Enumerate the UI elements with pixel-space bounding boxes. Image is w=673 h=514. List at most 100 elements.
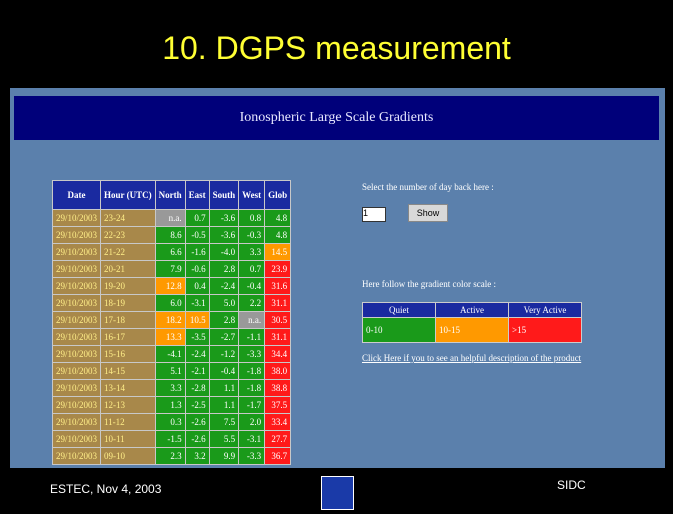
table-cell: -0.5 bbox=[184, 226, 210, 244]
table-row: 29/10/2003 15-16 -4.1 -2.4 -1.2 -3.3 34.4 bbox=[51, 345, 292, 363]
table-cell: 4.8 bbox=[264, 209, 292, 227]
table-row: 29/10/2003 11-12 0.3 -2.6 7.5 2.0 33.4 bbox=[51, 413, 292, 431]
table-cell: -2.4 bbox=[208, 277, 240, 295]
table-cell: 33.4 bbox=[264, 413, 292, 431]
table-cell: -1.7 bbox=[238, 396, 266, 414]
table-cell: -2.5 bbox=[184, 396, 210, 414]
slide-title: 10. DGPS measurement bbox=[162, 30, 511, 66]
table-cell: 11-12 bbox=[100, 413, 156, 431]
table-cell: -2.6 bbox=[184, 413, 210, 431]
table-cell: 0.7 bbox=[184, 209, 210, 227]
table-row: 29/10/2003 23-24 n.a. 0.7 -3.6 0.8 4.8 bbox=[51, 209, 292, 227]
column-header: West bbox=[238, 180, 266, 210]
data-table: Date Hour (UTC) North East South West Glob 29/1… bbox=[51, 180, 292, 465]
table-cell: 18-19 bbox=[100, 294, 156, 312]
table-cell: 38.0 bbox=[264, 362, 292, 380]
table-row: 29/10/2003 13-14 3.3 -2.8 1.1 -1.8 38.8 bbox=[51, 379, 292, 397]
table-cell: 29/10/2003 bbox=[51, 396, 102, 414]
table-cell: 22-23 bbox=[100, 226, 156, 244]
scale-cell: 0-10 bbox=[362, 317, 436, 343]
table-cell: 38.8 bbox=[264, 379, 292, 397]
screenshot: Ionospheric Large Scale Gradients Date Ho… bbox=[10, 88, 665, 468]
table-cell: -2.1 bbox=[184, 362, 210, 380]
table-cell: 6.0 bbox=[154, 294, 186, 312]
table-row: 29/10/2003 22-23 8.6 -0.5 -3.6 -0.3 4.8 bbox=[51, 226, 292, 244]
column-header: Glob bbox=[264, 180, 292, 210]
table-cell: 29/10/2003 bbox=[51, 226, 102, 244]
table-cell: 29/10/2003 bbox=[51, 345, 102, 363]
table-cell: -3.1 bbox=[184, 294, 210, 312]
table-cell: -2.8 bbox=[184, 379, 210, 397]
table-cell: -4.0 bbox=[208, 243, 240, 261]
table-row: 29/10/2003 09-10 2.3 3.2 9.9 -3.3 36.7 bbox=[51, 447, 292, 465]
logo bbox=[321, 476, 354, 510]
table-cell: 1.3 bbox=[154, 396, 186, 414]
table-cell: 31.1 bbox=[264, 294, 292, 312]
table-cell: 27.7 bbox=[264, 430, 292, 448]
page-heading: Ionospheric Large Scale Gradients bbox=[14, 96, 659, 140]
footer-left: ESTEC, Nov 4, 2003 bbox=[50, 482, 162, 496]
table-cell: 17-18 bbox=[100, 311, 156, 329]
table-cell: 3.2 bbox=[184, 447, 210, 465]
table-cell: 3.3 bbox=[154, 379, 186, 397]
table-cell: 10-11 bbox=[100, 430, 156, 448]
table-cell: 10.5 bbox=[184, 311, 210, 329]
table-cell: -3.5 bbox=[184, 328, 210, 346]
table-cell: 19-20 bbox=[100, 277, 156, 295]
table-cell: -0.3 bbox=[238, 226, 266, 244]
table-cell: 6.6 bbox=[154, 243, 186, 261]
table-cell: 09-10 bbox=[100, 447, 156, 465]
table-cell: -3.6 bbox=[208, 209, 240, 227]
table-cell: 29/10/2003 bbox=[51, 379, 102, 397]
table-cell: 1.1 bbox=[208, 379, 240, 397]
table-cell: 34.4 bbox=[264, 345, 292, 363]
table-cell: 14.5 bbox=[264, 243, 292, 261]
table-cell: 9.9 bbox=[208, 447, 240, 465]
table-cell: 5.5 bbox=[208, 430, 240, 448]
table-cell: 5.1 bbox=[154, 362, 186, 380]
table-cell: 8.6 bbox=[154, 226, 186, 244]
help-link[interactable]: Click Here if you to see an helpful desc… bbox=[362, 353, 582, 363]
column-header: North bbox=[154, 180, 186, 210]
select-label: Select the number of day back here : bbox=[362, 182, 494, 192]
table-cell: -1.2 bbox=[208, 345, 240, 363]
table-row: 29/10/2003 12-13 1.3 -2.5 1.1 -1.7 37.5 bbox=[51, 396, 292, 414]
table-row: 29/10/2003 16-17 13.3 -3.5 -2.7 -1.1 31.1 bbox=[51, 328, 292, 346]
table-cell: 29/10/2003 bbox=[51, 447, 102, 465]
table-cell: 12.8 bbox=[154, 277, 186, 295]
table-cell: -2.7 bbox=[208, 328, 240, 346]
table-row: 29/10/2003 20-21 7.9 -0.6 2.8 0.7 23.9 bbox=[51, 260, 292, 278]
table-cell: 29/10/2003 bbox=[51, 277, 102, 295]
table-cell: 5.0 bbox=[208, 294, 240, 312]
table-row: 29/10/2003 21-22 6.6 -1.6 -4.0 3.3 14.5 bbox=[51, 243, 292, 261]
table-cell: 0.8 bbox=[238, 209, 266, 227]
scale-label: Here follow the gradient color scale : bbox=[362, 279, 496, 289]
table-cell: 31.1 bbox=[264, 328, 292, 346]
table-cell: -2.4 bbox=[184, 345, 210, 363]
table-cell: 4.8 bbox=[264, 226, 292, 244]
table-cell: -4.1 bbox=[154, 345, 186, 363]
table-cell: 0.7 bbox=[238, 260, 266, 278]
table-cell: 7.9 bbox=[154, 260, 186, 278]
table-cell: 30.5 bbox=[264, 311, 292, 329]
table-row: 29/10/2003 19-20 12.8 0.4 -2.4 -0.4 31.6 bbox=[51, 277, 292, 295]
table-cell: -3.1 bbox=[238, 430, 266, 448]
table-cell: 0.3 bbox=[154, 413, 186, 431]
day-select[interactable]: 1 bbox=[362, 207, 386, 222]
table-cell: 2.8 bbox=[208, 260, 240, 278]
table-cell: -3.3 bbox=[238, 447, 266, 465]
table-cell: 13.3 bbox=[154, 328, 186, 346]
footer: ESTEC, Nov 4, 2003 SIDC bbox=[0, 470, 673, 514]
table-cell: -1.8 bbox=[238, 379, 266, 397]
scale-header: Very Active bbox=[508, 302, 582, 318]
table-cell: 12-13 bbox=[100, 396, 156, 414]
table-cell: -0.4 bbox=[208, 362, 240, 380]
table-row: 29/10/2003 10-11 -1.5 -2.6 5.5 -3.1 27.7 bbox=[51, 430, 292, 448]
show-button[interactable]: Show bbox=[408, 204, 448, 222]
table-cell: 18.2 bbox=[154, 311, 186, 329]
table-cell: 29/10/2003 bbox=[51, 311, 102, 329]
table-cell: 14-15 bbox=[100, 362, 156, 380]
table-cell: -1.8 bbox=[238, 362, 266, 380]
table-cell: 36.7 bbox=[264, 447, 292, 465]
